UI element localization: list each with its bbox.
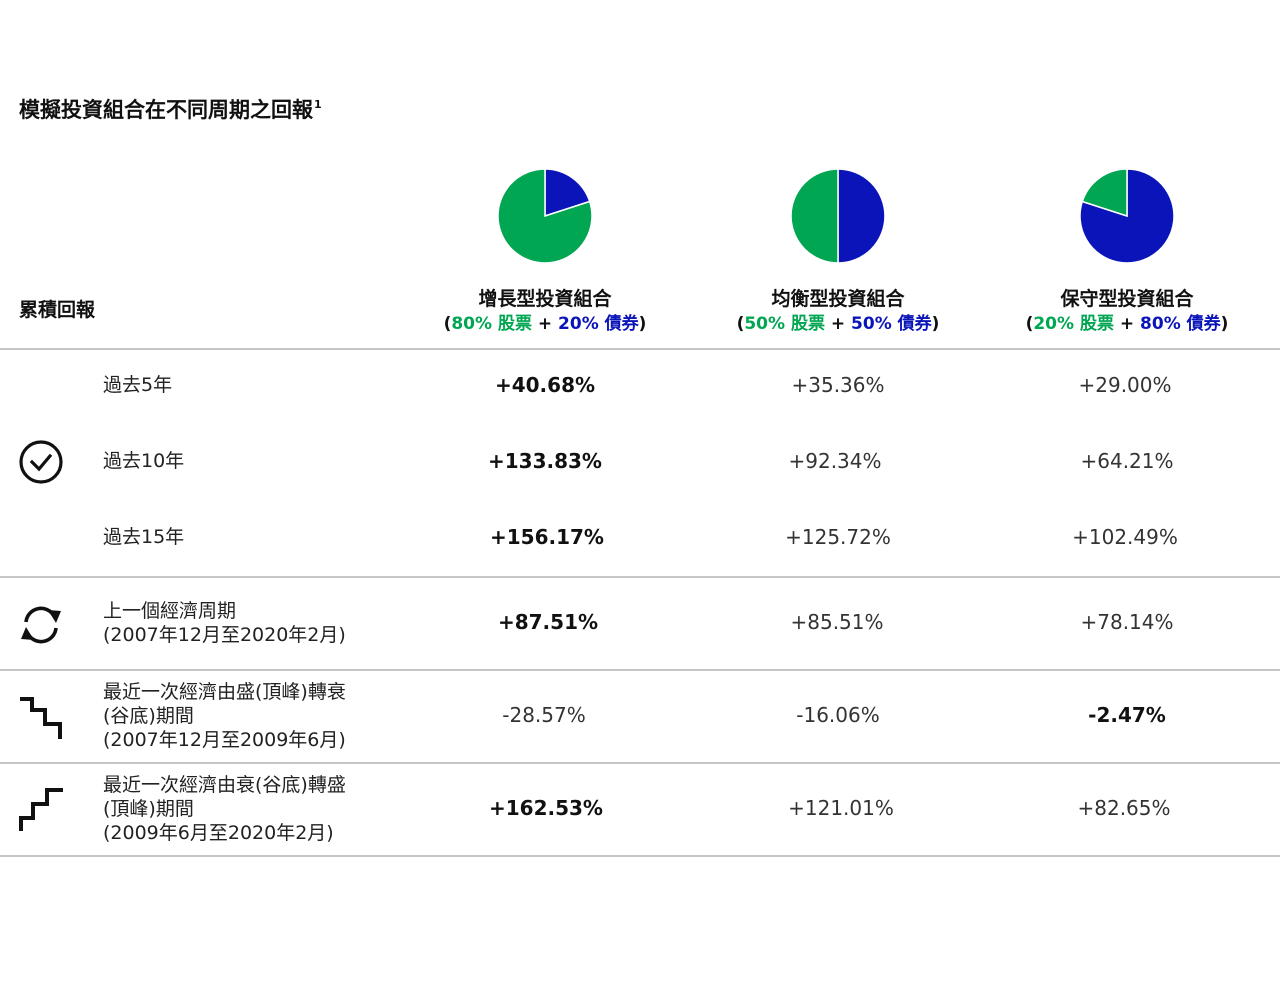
row-label-trough-to-peak: 最近一次經濟由衰(谷底)轉盛 (頂峰)期間 (2009年6月至2020年2月) xyxy=(103,773,346,845)
column-name: 保守型投資組合 xyxy=(1060,288,1194,310)
divider xyxy=(0,576,1280,578)
equity-share: 50% 股票 xyxy=(744,314,825,334)
equity-share: 20% 股票 xyxy=(1033,314,1114,334)
return-value: -28.57% xyxy=(502,703,586,727)
bond-share: 50% 債券 xyxy=(851,314,932,334)
equity-share: 80% 股票 xyxy=(451,314,532,334)
return-value: +35.36% xyxy=(791,373,885,397)
column-mix: (50% 股票 + 50% 債券) xyxy=(736,314,940,334)
row-label-line: (谷底)期間 xyxy=(103,705,194,727)
return-value: +85.51% xyxy=(790,610,884,634)
return-value: +87.51% xyxy=(497,610,599,634)
pie-balanced xyxy=(788,166,888,266)
return-value: +78.14% xyxy=(1080,610,1174,634)
row-label-line: 過去10年 xyxy=(103,450,185,472)
bond-share: 80% 債券 xyxy=(1140,314,1221,334)
row-label-last-cycle: 上一個經濟周期 (2007年12月至2020年2月) xyxy=(103,599,346,647)
column-header-growth: 增長型投資組合 (80% 股票 + 20% 債券) xyxy=(415,284,675,334)
row-label-line: 最近一次經濟由衰(谷底)轉盛 xyxy=(103,774,346,796)
row-label-line: 上一個經濟周期 xyxy=(103,600,237,622)
pie-slice-equity xyxy=(497,168,593,264)
row-label-peak-to-trough: 最近一次經濟由盛(頂峰)轉衰 (谷底)期間 (2007年12月至2009年6月) xyxy=(103,680,346,752)
row-label-5y: 過去5年 xyxy=(103,373,172,397)
clock-icon xyxy=(17,438,65,490)
page-title-text: 模擬投資組合在不同周期之回報 xyxy=(19,98,313,122)
return-value: +92.34% xyxy=(788,449,882,473)
return-value: -2.47% xyxy=(1088,703,1166,727)
stairs-up-icon xyxy=(17,786,65,838)
column-mix: (80% 股票 + 20% 債券) xyxy=(443,314,647,334)
cycle-icon xyxy=(17,601,65,653)
return-value: +64.21% xyxy=(1080,449,1174,473)
return-value: +82.65% xyxy=(1077,796,1171,820)
row-label-line: 過去5年 xyxy=(103,374,173,396)
pie-slice-equity xyxy=(790,168,839,264)
pie-slice-bond xyxy=(544,168,591,218)
return-value: +125.72% xyxy=(785,525,891,549)
divider xyxy=(0,855,1280,857)
pie-slice-bond xyxy=(837,168,886,264)
return-value: +121.01% xyxy=(788,796,894,820)
row-label-line: (2009年6月至2020年2月) xyxy=(103,822,334,844)
section-label: 累積回報 xyxy=(19,299,96,321)
return-value: +133.83% xyxy=(488,449,602,473)
pie-growth xyxy=(495,166,595,266)
row-label-line: (2007年12月至2009年6月) xyxy=(103,729,346,751)
column-header-balanced: 均衡型投資組合 (50% 股票 + 50% 債券) xyxy=(708,284,968,334)
return-value: +40.68% xyxy=(494,373,596,397)
pie-conservative xyxy=(1077,166,1177,266)
column-name: 增長型投資組合 xyxy=(478,288,612,310)
row-label-line: (2007年12月至2020年2月) xyxy=(103,624,346,646)
row-label-line: 過去15年 xyxy=(103,526,185,548)
column-mix: (20% 股票 + 80% 債券) xyxy=(1025,314,1229,334)
page-title: 模擬投資組合在不同周期之回報1 xyxy=(19,94,322,124)
row-label-line: (頂峰)期間 xyxy=(103,798,194,820)
stairs-down-icon xyxy=(17,694,65,746)
return-value: -16.06% xyxy=(796,703,880,727)
column-name: 均衡型投資組合 xyxy=(771,288,905,310)
column-header-conservative: 保守型投資組合 (20% 股票 + 80% 債券) xyxy=(997,284,1257,334)
title-footnote: 1 xyxy=(314,98,322,111)
divider xyxy=(0,762,1280,764)
row-label-15y: 過去15年 xyxy=(103,525,184,549)
return-value: +156.17% xyxy=(490,525,604,549)
row-label-line: 最近一次經濟由盛(頂峰)轉衰 xyxy=(103,681,346,703)
return-value: +102.49% xyxy=(1072,525,1178,549)
row-label-10y: 過去10年 xyxy=(103,449,184,473)
divider xyxy=(0,669,1280,671)
return-value: +29.00% xyxy=(1078,373,1172,397)
divider xyxy=(0,348,1280,350)
return-value: +162.53% xyxy=(489,796,603,820)
pie-slice-equity xyxy=(1081,168,1128,218)
bond-share: 20% 債券 xyxy=(558,314,639,334)
